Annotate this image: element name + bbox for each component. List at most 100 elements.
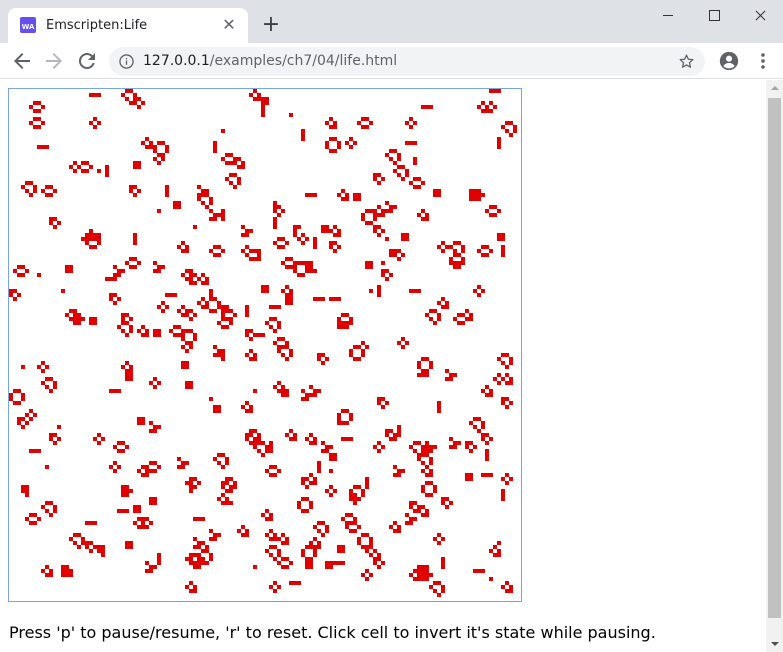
life-cell[interactable]	[221, 129, 225, 133]
life-cell[interactable]	[373, 229, 377, 233]
life-cell[interactable]	[73, 169, 77, 173]
life-cell[interactable]	[437, 405, 441, 409]
life-cell[interactable]	[129, 369, 133, 373]
life-cell[interactable]	[333, 149, 337, 153]
life-cell[interactable]	[293, 265, 297, 269]
life-cell[interactable]	[153, 385, 157, 389]
life-cell[interactable]	[345, 313, 349, 317]
life-cell[interactable]	[37, 517, 41, 521]
life-cell[interactable]	[85, 169, 89, 173]
life-cell[interactable]	[273, 225, 277, 229]
life-cell[interactable]	[417, 509, 421, 513]
life-cell[interactable]	[145, 473, 149, 477]
life-cell[interactable]	[281, 393, 285, 397]
life-cell[interactable]	[277, 553, 281, 557]
life-cell[interactable]	[177, 333, 181, 337]
life-cell[interactable]	[93, 545, 97, 549]
life-cell[interactable]	[181, 273, 185, 277]
life-cell[interactable]	[193, 561, 197, 565]
life-cell[interactable]	[149, 497, 153, 501]
life-cell[interactable]	[17, 293, 21, 297]
life-cell[interactable]	[145, 525, 149, 529]
life-cell[interactable]	[405, 233, 409, 237]
life-cell[interactable]	[221, 481, 225, 485]
life-cell[interactable]	[505, 121, 509, 125]
life-cell[interactable]	[209, 297, 213, 301]
life-cell[interactable]	[513, 129, 517, 133]
life-cell[interactable]	[357, 525, 361, 529]
life-cell[interactable]	[329, 561, 333, 565]
life-cell[interactable]	[197, 301, 201, 305]
life-cell[interactable]	[341, 437, 345, 441]
life-cell[interactable]	[225, 161, 229, 165]
life-cell[interactable]	[473, 289, 477, 293]
life-cell[interactable]	[69, 309, 73, 313]
life-cell[interactable]	[197, 553, 201, 557]
life-cell[interactable]	[249, 329, 253, 333]
life-cell[interactable]	[93, 521, 97, 525]
life-cell[interactable]	[45, 377, 49, 381]
life-cell[interactable]	[197, 517, 201, 521]
life-cell[interactable]	[189, 273, 193, 277]
life-cell[interactable]	[113, 293, 117, 297]
life-cell[interactable]	[425, 481, 429, 485]
life-cell[interactable]	[217, 213, 221, 217]
life-cell[interactable]	[369, 541, 373, 545]
life-cell[interactable]	[485, 245, 489, 249]
life-cell[interactable]	[341, 197, 345, 201]
life-cell[interactable]	[329, 297, 333, 301]
life-cell[interactable]	[77, 533, 81, 537]
life-cell[interactable]	[25, 493, 29, 497]
life-cell[interactable]	[425, 449, 429, 453]
life-cell[interactable]	[369, 265, 373, 269]
life-cell[interactable]	[45, 565, 49, 569]
life-cell[interactable]	[189, 281, 193, 285]
life-cell[interactable]	[221, 313, 225, 317]
life-cell[interactable]	[361, 533, 365, 537]
life-cell[interactable]	[265, 289, 269, 293]
life-cell[interactable]	[209, 293, 213, 297]
life-cell[interactable]	[441, 241, 445, 245]
life-cell[interactable]	[309, 393, 313, 397]
life-cell[interactable]	[165, 305, 169, 309]
life-cell[interactable]	[313, 437, 317, 441]
life-cell[interactable]	[317, 461, 321, 465]
life-cell[interactable]	[253, 97, 257, 101]
life-cell[interactable]	[29, 181, 33, 185]
life-cell[interactable]	[437, 301, 441, 305]
life-cell[interactable]	[141, 473, 145, 477]
life-cell[interactable]	[165, 145, 169, 149]
life-cell[interactable]	[41, 189, 45, 193]
life-cell[interactable]	[325, 225, 329, 229]
life-cell[interactable]	[201, 541, 205, 545]
life-cell[interactable]	[425, 453, 429, 457]
life-cell[interactable]	[245, 229, 249, 233]
life-cell[interactable]	[481, 425, 485, 429]
life-cell[interactable]	[185, 245, 189, 249]
life-cell[interactable]	[241, 233, 245, 237]
life-cell[interactable]	[437, 581, 441, 585]
life-cell[interactable]	[297, 225, 301, 229]
life-cell[interactable]	[89, 521, 93, 525]
life-cell[interactable]	[109, 293, 113, 297]
life-cell[interactable]	[469, 313, 473, 317]
life-cell[interactable]	[193, 225, 197, 229]
life-cell[interactable]	[349, 145, 353, 149]
life-cell[interactable]	[265, 469, 269, 473]
life-cell[interactable]	[93, 93, 97, 97]
life-cell[interactable]	[273, 201, 277, 205]
life-cell[interactable]	[93, 245, 97, 249]
life-cell[interactable]	[461, 313, 465, 317]
life-cell[interactable]	[221, 305, 225, 309]
life-cell[interactable]	[205, 281, 209, 285]
life-cell[interactable]	[273, 473, 277, 477]
life-cell[interactable]	[25, 517, 29, 521]
life-cell[interactable]	[429, 449, 433, 453]
life-cell[interactable]	[473, 445, 477, 449]
life-cell[interactable]	[125, 541, 129, 545]
life-cell[interactable]	[385, 277, 389, 281]
life-cell[interactable]	[41, 121, 45, 125]
life-cell[interactable]	[157, 333, 161, 337]
life-cell[interactable]	[133, 93, 137, 97]
life-cell[interactable]	[313, 269, 317, 273]
